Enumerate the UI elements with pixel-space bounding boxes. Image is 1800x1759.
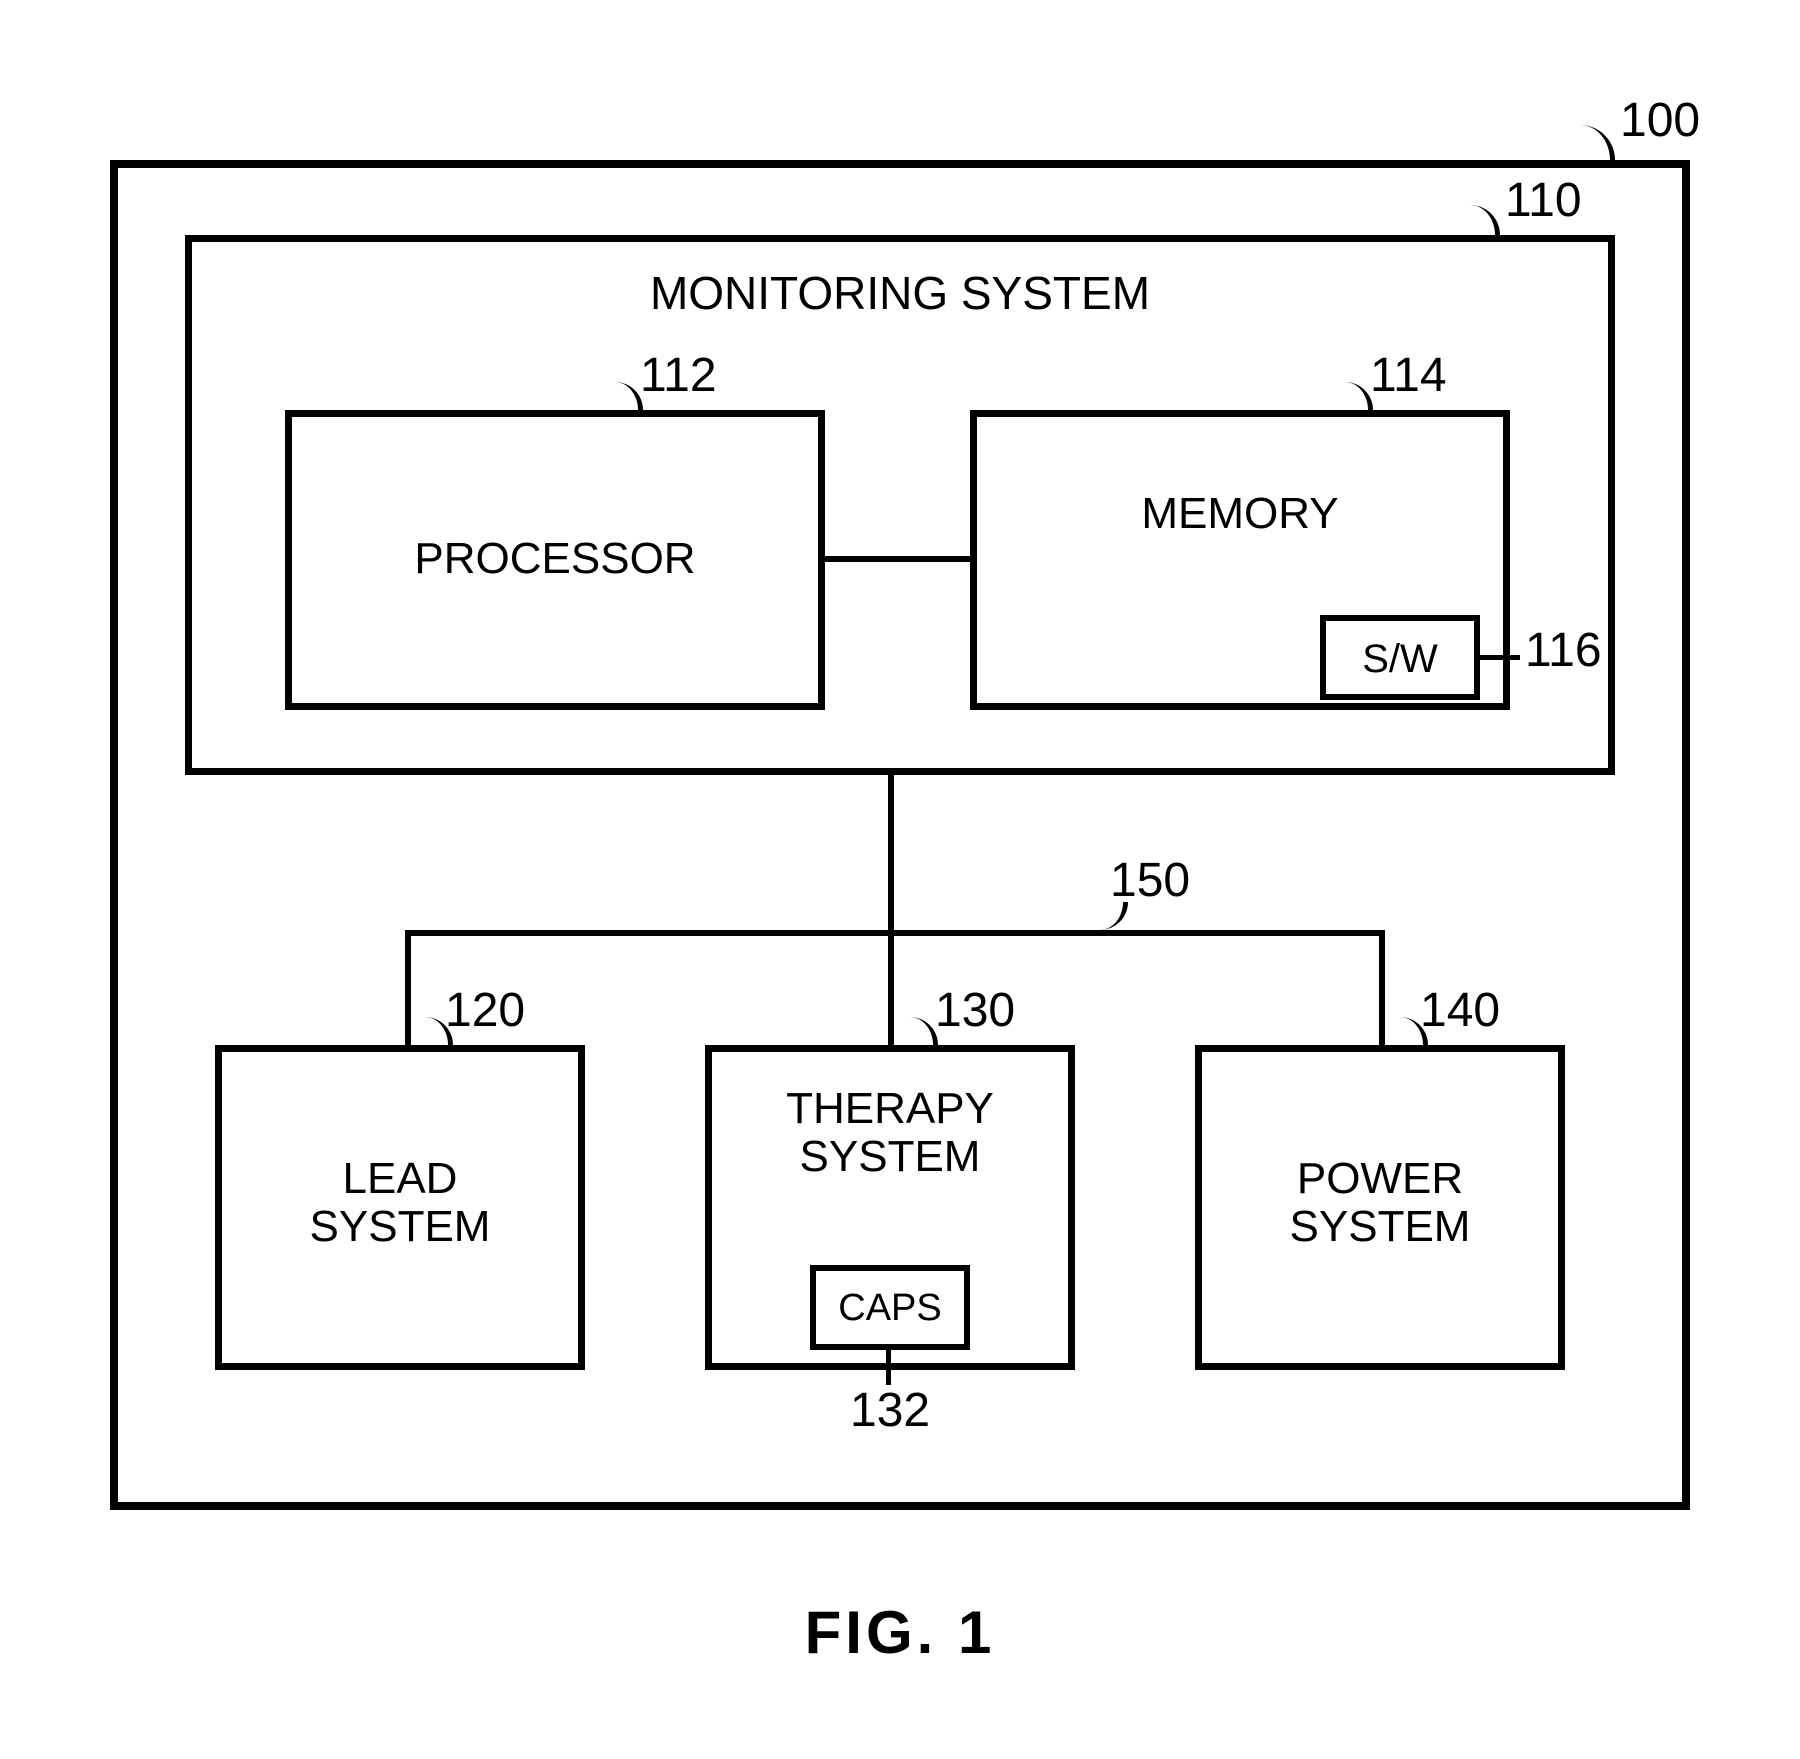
ref-140: 140	[1420, 985, 1500, 1038]
edge-monitoring-down	[888, 775, 894, 1045]
diagram-canvas: MONITORING SYSTEM PROCESSOR MEMORY S/W L…	[0, 0, 1800, 1759]
ref-100: 100	[1620, 95, 1700, 148]
ref-112: 112	[640, 350, 717, 403]
memory-title: MEMORY	[970, 490, 1510, 538]
ref-120: 120	[445, 985, 525, 1038]
ref-116: 116	[1525, 625, 1602, 678]
figure-label: FIG. 1	[700, 1600, 1100, 1666]
ref-114: 114	[1370, 350, 1447, 403]
power-system-title: POWER SYSTEM	[1195, 1155, 1565, 1252]
caps-title: CAPS	[810, 1288, 970, 1330]
edge-bus-to-lead	[405, 930, 411, 1045]
leader-116	[1480, 655, 1520, 660]
ref-132: 132	[850, 1385, 930, 1438]
ref-110: 110	[1505, 175, 1582, 228]
lead-system-title: LEAD SYSTEM	[215, 1155, 585, 1252]
edge-bus-horizontal	[405, 930, 1385, 936]
ref-150: 150	[1110, 855, 1190, 908]
monitoring-system-title: MONITORING SYSTEM	[185, 268, 1615, 319]
edge-bus-to-power	[1379, 930, 1385, 1045]
processor-title: PROCESSOR	[285, 535, 825, 583]
ref-130: 130	[935, 985, 1015, 1038]
therapy-system-title: THERAPY SYSTEM	[705, 1085, 1075, 1182]
edge-processor-memory	[825, 556, 970, 562]
leader-100	[1580, 125, 1615, 160]
leader-132	[886, 1350, 891, 1385]
sw-title: S/W	[1320, 637, 1480, 681]
